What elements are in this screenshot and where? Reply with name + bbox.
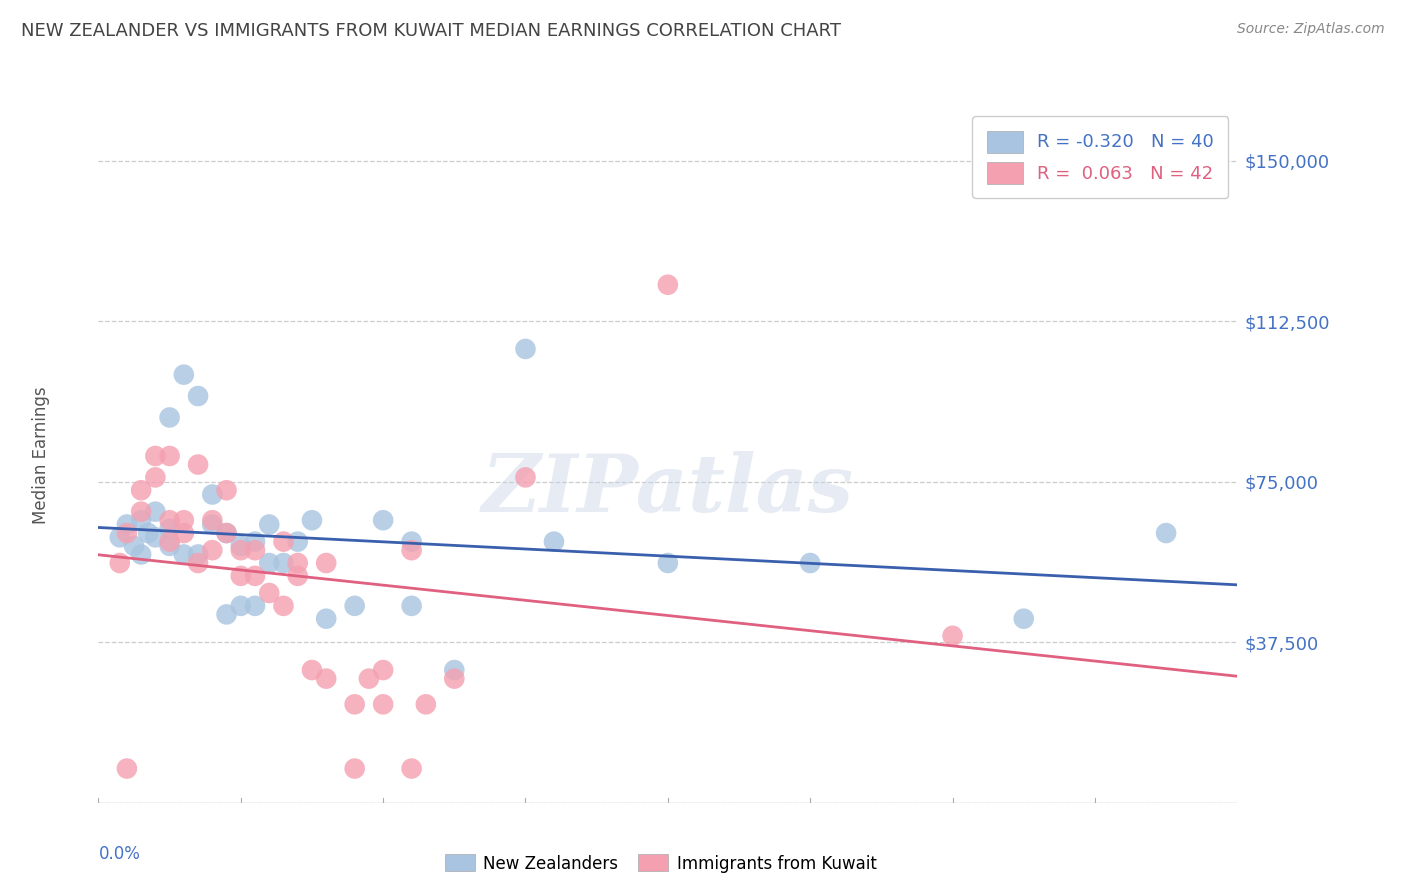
Point (515, 342, 537, 356)
Point (173, 368, 195, 382)
Point (315, 612, 337, 626)
Point (187, 556, 209, 570)
Point (443, 672, 465, 686)
Point (108, 530, 131, 544)
Point (129, 505, 152, 519)
Point (259, 586, 281, 600)
Point (357, 672, 380, 686)
Point (273, 599, 295, 613)
Point (287, 569, 309, 583)
Point (201, 487, 224, 501)
Point (187, 458, 209, 472)
Point (215, 483, 238, 498)
Text: Median Earnings: Median Earnings (32, 386, 51, 524)
Point (343, 762, 366, 776)
Point (259, 556, 281, 570)
Point (401, 762, 423, 776)
Point (371, 513, 394, 527)
Point (443, 663, 465, 677)
Point (543, 534, 565, 549)
Point (215, 526, 238, 541)
Point (273, 534, 295, 549)
Point (371, 663, 394, 677)
Point (415, 698, 437, 712)
Point (287, 556, 309, 570)
Point (201, 517, 224, 532)
Point (115, 526, 138, 541)
Text: NEW ZEALANDER VS IMMIGRANTS FROM KUWAIT MEDIAN EARNINGS CORRELATION CHART: NEW ZEALANDER VS IMMIGRANTS FROM KUWAIT … (21, 22, 841, 40)
Point (243, 543, 266, 558)
Legend: R = -0.320   N = 40, R =  0.063   N = 42: R = -0.320 N = 40, R = 0.063 N = 42 (972, 116, 1229, 198)
Point (343, 599, 366, 613)
Point (1154, 526, 1177, 541)
Point (159, 449, 181, 463)
Point (657, 277, 679, 292)
Point (401, 534, 423, 549)
Point (229, 543, 252, 558)
Point (259, 517, 281, 532)
Point (145, 530, 167, 544)
Point (243, 534, 266, 549)
Point (201, 513, 224, 527)
Point (159, 522, 181, 536)
Point (401, 599, 423, 613)
Point (173, 526, 195, 541)
Point (115, 517, 138, 532)
Point (343, 698, 366, 712)
Point (129, 548, 152, 562)
Point (301, 513, 323, 527)
Point (136, 526, 159, 541)
Point (187, 548, 209, 562)
Point (287, 534, 309, 549)
Point (173, 548, 195, 562)
Point (942, 629, 965, 643)
Point (229, 539, 252, 553)
Point (243, 569, 266, 583)
Point (173, 513, 195, 527)
Point (229, 599, 252, 613)
Text: ZIPatlas: ZIPatlas (482, 451, 853, 528)
Point (145, 470, 167, 484)
Point (315, 672, 337, 686)
Point (159, 534, 181, 549)
Point (201, 543, 224, 558)
Point (301, 663, 323, 677)
Point (187, 389, 209, 403)
Point (1012, 612, 1035, 626)
Point (159, 539, 181, 553)
Point (401, 543, 423, 558)
Point (371, 698, 394, 712)
Point (657, 556, 679, 570)
Point (799, 556, 821, 570)
Point (115, 762, 138, 776)
Point (145, 449, 167, 463)
Point (159, 410, 181, 425)
Point (515, 470, 537, 484)
Point (145, 505, 167, 519)
Point (129, 483, 152, 498)
Point (273, 556, 295, 570)
Point (159, 513, 181, 527)
Point (315, 556, 337, 570)
Legend: New Zealanders, Immigrants from Kuwait: New Zealanders, Immigrants from Kuwait (439, 847, 883, 880)
Point (122, 539, 145, 553)
Text: 0.0%: 0.0% (98, 845, 141, 863)
Point (215, 607, 238, 622)
Point (229, 569, 252, 583)
Text: Source: ZipAtlas.com: Source: ZipAtlas.com (1237, 22, 1385, 37)
Point (108, 556, 131, 570)
Point (243, 599, 266, 613)
Point (129, 513, 152, 527)
Point (215, 526, 238, 541)
